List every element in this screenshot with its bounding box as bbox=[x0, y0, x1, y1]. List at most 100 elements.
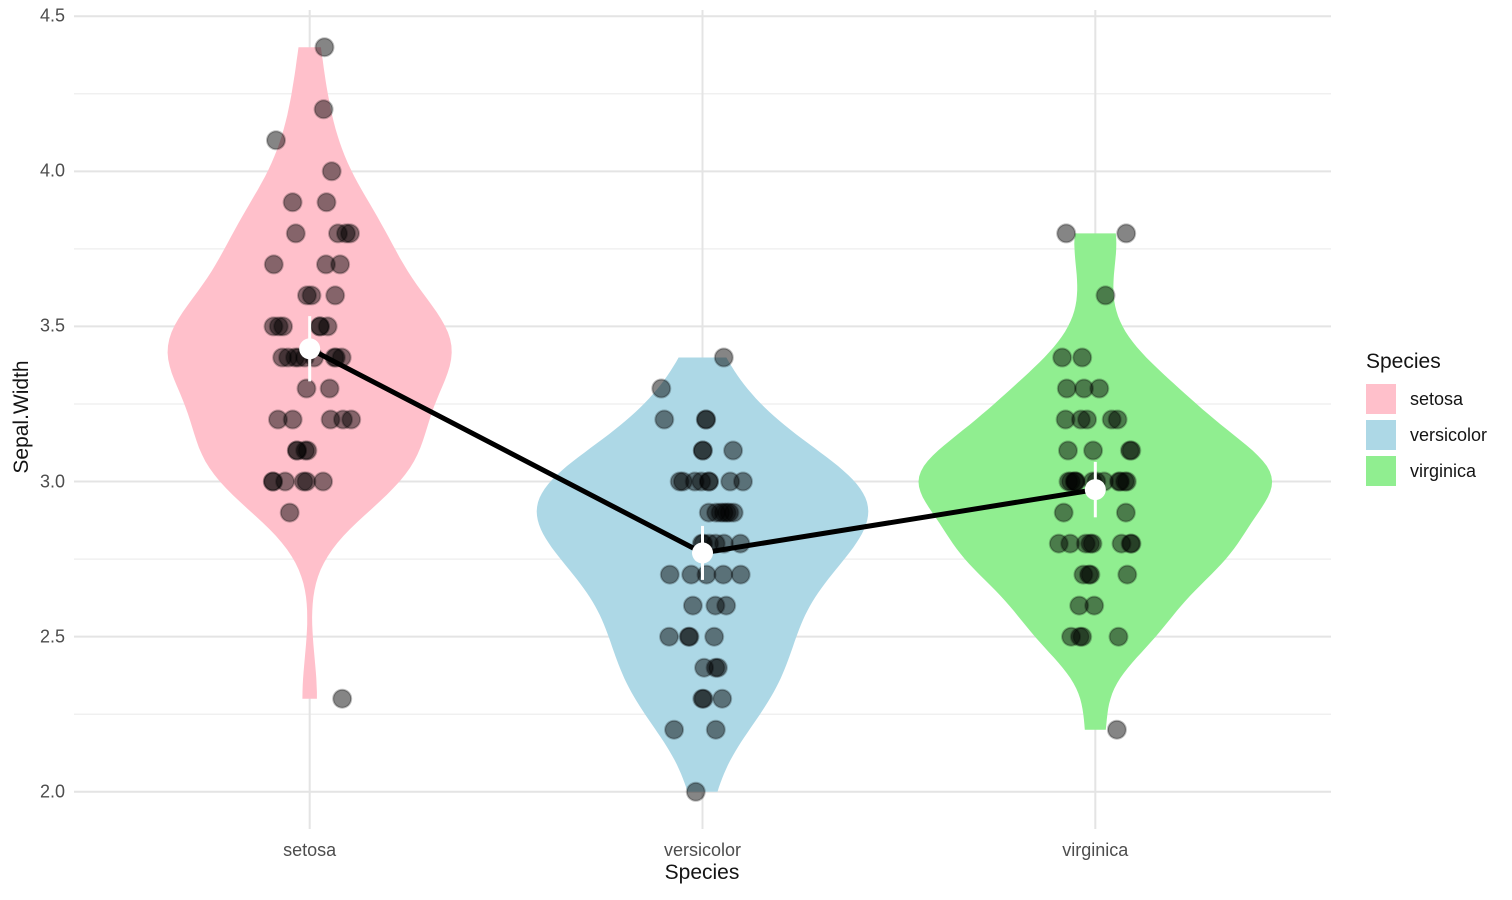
data-point-virginica bbox=[1055, 409, 1076, 430]
data-point-setosa bbox=[321, 161, 342, 182]
data-point-versicolor bbox=[716, 502, 737, 523]
data-point-setosa bbox=[263, 254, 284, 275]
data-point-setosa bbox=[263, 471, 284, 492]
data-point-setosa bbox=[332, 688, 353, 709]
data-point-setosa bbox=[263, 316, 284, 337]
data-point-virginica bbox=[1070, 409, 1091, 430]
data-point-virginica bbox=[1072, 347, 1093, 368]
data-point-virginica bbox=[1053, 502, 1074, 523]
legend-label-versicolor: versicolor bbox=[1410, 424, 1488, 445]
data-point-virginica bbox=[1115, 502, 1136, 523]
data-point-setosa bbox=[275, 471, 296, 492]
data-point-virginica bbox=[1101, 409, 1122, 430]
data-point-versicolor bbox=[705, 719, 726, 740]
data-point-virginica bbox=[1069, 595, 1090, 616]
data-point-versicolor bbox=[716, 595, 737, 616]
data-point-virginica bbox=[1069, 626, 1090, 647]
data-point-setosa bbox=[319, 378, 340, 399]
data-point-setosa bbox=[336, 223, 356, 244]
data-point-versicolor bbox=[693, 688, 714, 709]
data-point-setosa bbox=[330, 254, 351, 275]
data-point-versicolor bbox=[707, 657, 728, 678]
data-point-virginica bbox=[1061, 626, 1082, 647]
data-point-versicolor bbox=[659, 626, 680, 647]
legend-item-versicolor: versicolor bbox=[1366, 420, 1487, 450]
data-point-versicolor bbox=[733, 471, 753, 492]
data-point-virginica bbox=[1119, 440, 1140, 461]
summary-mean-points bbox=[299, 338, 1106, 564]
data-point-virginica bbox=[1074, 378, 1094, 399]
jitter-points-virginica bbox=[1048, 223, 1142, 740]
data-point-virginica bbox=[1080, 533, 1101, 554]
legend-label-setosa: setosa bbox=[1410, 388, 1464, 409]
data-point-versicolor bbox=[684, 471, 705, 492]
data-point-virginica bbox=[1095, 285, 1116, 306]
data-point-setosa bbox=[301, 285, 322, 306]
data-point-setosa bbox=[272, 347, 293, 368]
data-point-setosa bbox=[266, 130, 286, 151]
data-point-setosa bbox=[297, 285, 317, 306]
data-point-setosa bbox=[341, 409, 362, 430]
mean-point-versicolor bbox=[692, 542, 713, 564]
data-point-setosa bbox=[295, 440, 316, 461]
data-point-versicolor bbox=[705, 657, 726, 678]
data-point-virginica bbox=[1121, 533, 1142, 554]
data-point-setosa bbox=[316, 254, 336, 275]
data-point-versicolor bbox=[713, 564, 734, 585]
data-point-versicolor bbox=[695, 409, 716, 430]
data-point-setosa bbox=[278, 347, 299, 368]
data-point-versicolor bbox=[678, 626, 699, 647]
legend-item-setosa: setosa bbox=[1366, 384, 1487, 414]
y-tick-label-2.0: 2.0 bbox=[39, 781, 65, 802]
data-point-versicolor bbox=[723, 502, 744, 523]
legend-swatch-setosa bbox=[1366, 384, 1396, 414]
data-point-setosa bbox=[282, 192, 303, 213]
data-point-setosa bbox=[293, 471, 314, 492]
data-point-virginica bbox=[1058, 471, 1079, 492]
data-point-virginica bbox=[1048, 533, 1069, 554]
data-point-virginica bbox=[1073, 564, 1094, 585]
data-point-setosa bbox=[328, 223, 348, 244]
data-point-versicolor bbox=[651, 378, 672, 399]
data-point-setosa bbox=[313, 471, 334, 492]
mean-point-setosa bbox=[299, 338, 321, 360]
data-point-versicolor bbox=[669, 471, 690, 492]
data-point-setosa bbox=[309, 316, 330, 337]
data-point-virginica bbox=[1110, 471, 1131, 492]
data-point-setosa bbox=[279, 502, 300, 523]
data-point-versicolor bbox=[692, 440, 713, 461]
x-axis-title: Species bbox=[664, 861, 740, 884]
data-point-virginica bbox=[1058, 440, 1078, 461]
data-point-versicolor bbox=[659, 564, 680, 585]
data-point-versicolor bbox=[654, 409, 675, 430]
data-point-virginica bbox=[1111, 533, 1132, 554]
y-tick-label-2.5: 2.5 bbox=[39, 626, 65, 647]
data-point-versicolor bbox=[694, 657, 715, 678]
data-point-virginica bbox=[1107, 409, 1128, 430]
data-point-setosa bbox=[317, 316, 338, 337]
data-point-virginica bbox=[1075, 533, 1096, 554]
data-point-versicolor bbox=[699, 471, 719, 492]
data-point-virginica bbox=[1116, 471, 1137, 492]
data-point-virginica bbox=[1115, 471, 1135, 492]
data-point-setosa bbox=[296, 378, 317, 399]
data-point-setosa bbox=[286, 440, 307, 461]
data-point-versicolor bbox=[706, 502, 727, 523]
data-point-virginica bbox=[1084, 595, 1105, 616]
data-point-versicolor bbox=[679, 626, 700, 647]
data-point-versicolor bbox=[712, 688, 733, 709]
data-point-versicolor bbox=[685, 781, 706, 802]
data-point-virginica bbox=[1072, 626, 1093, 647]
data-point-virginica bbox=[1089, 378, 1110, 399]
y-axis-title: Sepal.Width bbox=[10, 360, 33, 474]
data-point-versicolor bbox=[704, 626, 725, 647]
x-tick-label-virginica: virginica bbox=[1062, 840, 1129, 860]
data-point-setosa bbox=[262, 471, 283, 492]
y-tick-label-3.5: 3.5 bbox=[39, 315, 65, 336]
data-point-versicolor bbox=[696, 409, 717, 430]
data-point-virginica bbox=[1082, 533, 1103, 554]
data-point-virginica bbox=[1080, 564, 1101, 585]
data-point-setosa bbox=[282, 409, 303, 430]
legend-swatch-virginica bbox=[1366, 456, 1396, 486]
